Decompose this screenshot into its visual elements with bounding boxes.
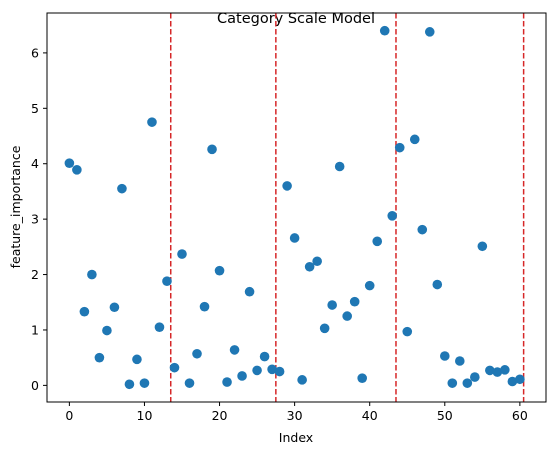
data-point-26 — [259, 351, 270, 362]
data-point-28 — [274, 366, 285, 377]
data-point-7 — [117, 183, 127, 194]
y-tick-label-3: 3 — [31, 212, 39, 227]
data-point-3 — [87, 269, 97, 280]
data-point-50 — [439, 351, 450, 361]
data-point-16 — [184, 378, 195, 388]
data-point-29 — [282, 181, 292, 191]
data-point-32 — [304, 261, 315, 272]
data-point-5 — [102, 325, 112, 336]
data-point-6 — [109, 302, 120, 313]
data-point-53 — [462, 378, 473, 388]
data-point-44 — [394, 142, 405, 153]
data-point-0 — [64, 158, 75, 168]
data-point-31 — [297, 375, 307, 385]
data-point-41 — [372, 236, 383, 247]
y-axis-ticks: 0 1 2 3 4 5 6 — [31, 45, 47, 393]
x-tick-label-4: 40 — [362, 408, 378, 423]
y-axis-label: feature_importance — [8, 145, 23, 268]
data-point-43 — [387, 211, 398, 221]
data-point-37 — [342, 311, 352, 321]
data-point-10 — [139, 378, 150, 388]
data-point-23 — [237, 371, 247, 381]
data-point-21 — [222, 377, 232, 387]
x-tick-label-5: 50 — [437, 408, 453, 423]
data-point-49 — [432, 279, 443, 290]
data-point-36 — [334, 161, 345, 172]
y-tick-label-4: 4 — [31, 156, 39, 171]
data-point-9 — [132, 354, 142, 365]
data-point-19 — [207, 144, 217, 155]
data-point-33 — [312, 256, 322, 267]
data-point-11 — [147, 117, 157, 127]
data-point-1 — [72, 165, 82, 175]
data-point-38 — [349, 296, 360, 307]
data-point-13 — [162, 276, 172, 286]
data-point-55 — [477, 241, 488, 252]
data-point-60 — [515, 374, 525, 385]
data-point-34 — [319, 323, 330, 334]
data-point-8 — [124, 379, 135, 390]
x-tick-label-0: 0 — [65, 408, 73, 423]
data-point-45 — [402, 326, 413, 337]
chart-title: Category Scale Model — [217, 11, 375, 27]
x-tick-label-1: 10 — [137, 408, 153, 423]
x-tick-label-6: 60 — [512, 408, 528, 423]
data-point-48 — [424, 27, 435, 37]
data-point-2 — [79, 306, 90, 317]
y-tick-label-0: 0 — [31, 378, 39, 393]
data-point-4 — [94, 352, 105, 363]
data-point-52 — [455, 356, 465, 366]
x-tick-label-3: 30 — [287, 408, 303, 423]
data-point-27 — [267, 364, 277, 375]
plot-area — [64, 13, 525, 402]
data-point-58 — [500, 365, 510, 375]
data-point-40 — [364, 280, 375, 291]
data-point-20 — [214, 265, 225, 276]
data-point-22 — [229, 345, 240, 355]
x-axis-ticks: 0 10 20 30 40 50 60 — [65, 402, 528, 423]
data-point-57 — [492, 367, 503, 377]
data-point-46 — [409, 134, 420, 145]
data-point-17 — [192, 348, 202, 359]
x-axis-label: Index — [279, 430, 313, 445]
y-tick-label-5: 5 — [31, 101, 39, 116]
x-tick-label-2: 20 — [212, 408, 228, 423]
data-point-39 — [357, 373, 367, 383]
data-point-12 — [154, 322, 165, 332]
data-point-35 — [327, 300, 337, 310]
data-point-54 — [470, 372, 480, 382]
data-point-14 — [169, 362, 180, 373]
data-point-42 — [379, 25, 390, 36]
data-point-51 — [447, 378, 458, 388]
data-point-56 — [485, 365, 495, 376]
y-tick-label-1: 1 — [31, 322, 39, 337]
plot-frame — [46, 12, 547, 403]
data-point-59 — [507, 376, 518, 387]
data-point-25 — [252, 365, 262, 376]
y-tick-label-2: 2 — [31, 267, 39, 282]
y-tick-label-6: 6 — [31, 45, 39, 60]
data-point-47 — [417, 224, 428, 235]
data-point-15 — [177, 249, 187, 259]
data-point-30 — [289, 233, 300, 243]
data-point-18 — [199, 301, 210, 312]
data-point-24 — [244, 286, 255, 297]
